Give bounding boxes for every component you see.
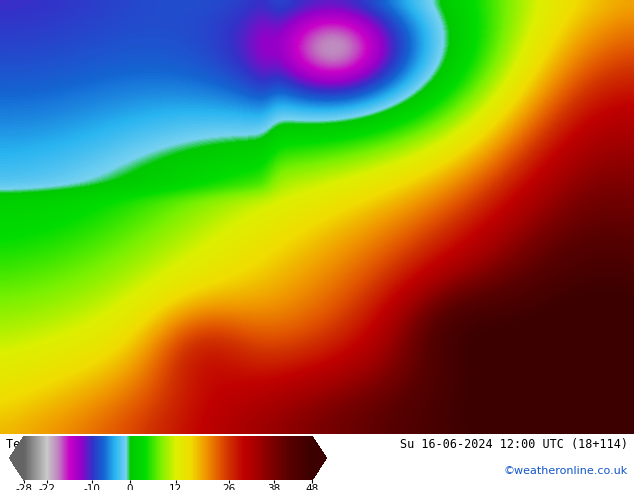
PathPatch shape [312,436,327,480]
Text: Temperature (2m) [°C] ECMWF: Temperature (2m) [°C] ECMWF [6,438,198,451]
Text: ©weatheronline.co.uk: ©weatheronline.co.uk [503,466,628,476]
PathPatch shape [10,436,24,480]
Text: Su 16-06-2024 12:00 UTC (18+114): Su 16-06-2024 12:00 UTC (18+114) [399,438,628,451]
